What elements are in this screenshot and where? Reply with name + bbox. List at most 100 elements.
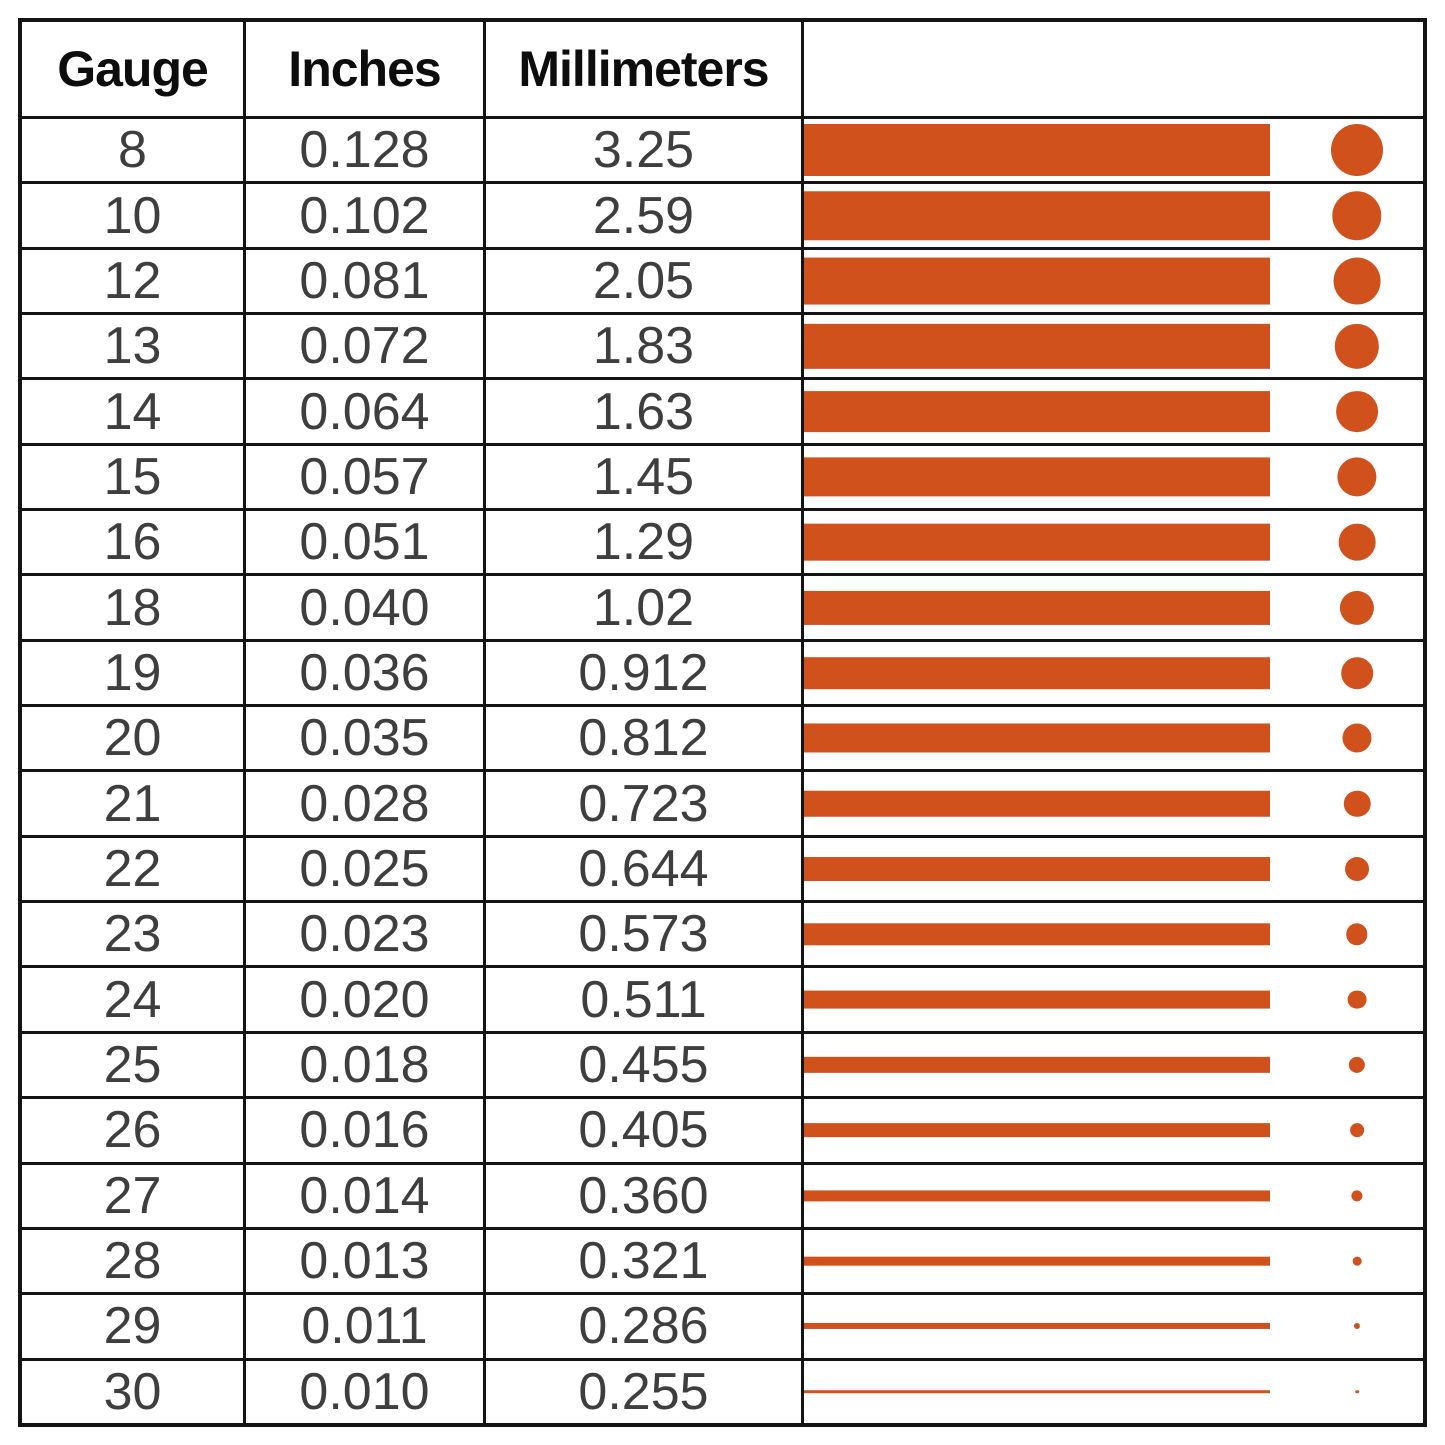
wire-diameter-dot [1352,1256,1362,1266]
column-header-millimeters: Millimeters [486,22,804,116]
table-row: 23 0.023 0.573 [22,903,1423,969]
wire-visual-cell [804,446,1423,508]
wire-visual-cell [804,1099,1423,1161]
inches-value: 0.018 [246,1033,486,1097]
wire-thickness-bar [804,324,1270,369]
wire-thickness-bar [804,457,1270,497]
millimeters-value: 0.511 [486,968,804,1031]
inches-value: 0.016 [246,1099,486,1162]
wire-diameter-dot [1341,657,1373,689]
wire-thickness-bar [804,1256,1270,1266]
wire-diameter-dot [1347,990,1367,1010]
wire-visual-cell [804,576,1423,638]
inches-value: 0.011 [246,1295,486,1358]
millimeters-value: 2.05 [486,249,804,313]
gauge-value: 19 [22,641,246,705]
wire-diameter-dot [1331,124,1383,177]
wire-diameter-dot [1355,1389,1359,1394]
millimeters-value: 0.644 [486,837,804,901]
millimeters-value: 0.812 [486,707,804,770]
inches-value: 0.036 [246,641,486,705]
wire-visual-cell [804,1230,1423,1292]
millimeters-value: 3.25 [486,119,804,182]
wire-thickness-bar [804,124,1270,177]
gauge-value: 20 [22,707,246,770]
millimeters-value: 2.59 [486,184,804,247]
table-row: 18 0.040 1.02 [22,576,1423,642]
wire-thickness-bar [804,523,1270,561]
gauge-value: 24 [22,968,246,1031]
gauge-value: 29 [22,1295,246,1358]
table-body: 8 0.128 3.25 10 0.102 2.59 12 0.081 2.05… [22,119,1423,1423]
gauge-value: 21 [22,772,246,835]
wire-visual-cell [804,838,1423,900]
millimeters-value: 0.405 [486,1099,804,1162]
wire-visual-cell [804,707,1423,769]
millimeters-value: 0.573 [486,903,804,966]
inches-value: 0.014 [246,1164,486,1227]
wire-thickness-bar [804,657,1270,689]
table-row: 22 0.025 0.644 [22,837,1423,904]
table-row: 27 0.014 0.360 [22,1164,1423,1230]
wire-visual-cell [804,315,1423,377]
table-row: 8 0.128 3.25 [22,119,1423,185]
table-row: 20 0.035 0.812 [22,707,1423,773]
wire-thickness-bar [804,923,1270,945]
wire-thickness-bar [804,790,1270,817]
millimeters-value: 0.255 [486,1360,804,1423]
wire-diameter-dot [1350,1123,1364,1138]
wire-visual-cell [804,1165,1423,1227]
wire-diameter-dot [1332,190,1382,241]
millimeters-value: 0.360 [486,1164,804,1227]
table-row: 24 0.020 0.511 [22,968,1423,1034]
gauge-value: 13 [22,315,246,378]
inches-value: 0.051 [246,511,486,574]
table-row: 29 0.011 0.286 [22,1295,1423,1361]
table-row: 13 0.072 1.83 [22,315,1423,381]
wire-visual-cell [804,511,1423,573]
wire-thickness-bar [804,1190,1270,1202]
wire-visual-cell [804,184,1423,246]
wire-visual-cell [804,642,1423,704]
wire-thickness-bar [804,1123,1270,1138]
wire-thickness-bar [804,990,1270,1010]
wire-visual-cell [804,903,1423,965]
gauge-value: 18 [22,576,246,639]
table-row: 10 0.102 2.59 [22,184,1423,250]
inches-value: 0.102 [246,184,486,247]
inches-value: 0.128 [246,119,486,182]
wire-diameter-dot [1333,257,1381,305]
wire-visual-cell [804,1034,1423,1096]
wire-thickness-bar [804,723,1270,753]
millimeters-value: 1.63 [486,380,804,443]
wire-visual-cell [804,119,1423,181]
millimeters-value: 1.45 [486,445,804,509]
millimeters-value: 1.29 [486,511,804,574]
table-row: 19 0.036 0.912 [22,641,1423,708]
wire-diameter-dot [1337,457,1377,497]
wire-diameter-dot [1348,1056,1366,1074]
wire-thickness-bar [804,1323,1270,1330]
wire-diameter-dot [1351,1190,1363,1202]
table-row: 15 0.057 1.45 [22,445,1423,512]
millimeters-value: 0.723 [486,772,804,835]
wire-diameter-dot [1346,923,1368,945]
gauge-value: 16 [22,511,246,574]
wire-diameter-dot [1353,1323,1361,1330]
table-header-row: Gauge Inches Millimeters [22,22,1423,119]
inches-value: 0.035 [246,707,486,770]
gauge-value: 23 [22,903,246,966]
wire-thickness-bar [804,856,1270,881]
gauge-value: 12 [22,249,246,313]
wire-gauge-table: Gauge Inches Millimeters 8 0.128 3.25 10… [18,18,1427,1427]
wire-thickness-bar [804,590,1270,625]
wire-thickness-bar [804,190,1270,241]
inches-value: 0.028 [246,772,486,835]
wire-visual-cell [804,250,1423,312]
wire-diameter-dot [1343,790,1371,817]
wire-visual-cell [804,1361,1423,1423]
gauge-value: 15 [22,445,246,509]
inches-value: 0.025 [246,837,486,901]
wire-diameter-dot [1334,324,1380,369]
inches-value: 0.040 [246,576,486,639]
